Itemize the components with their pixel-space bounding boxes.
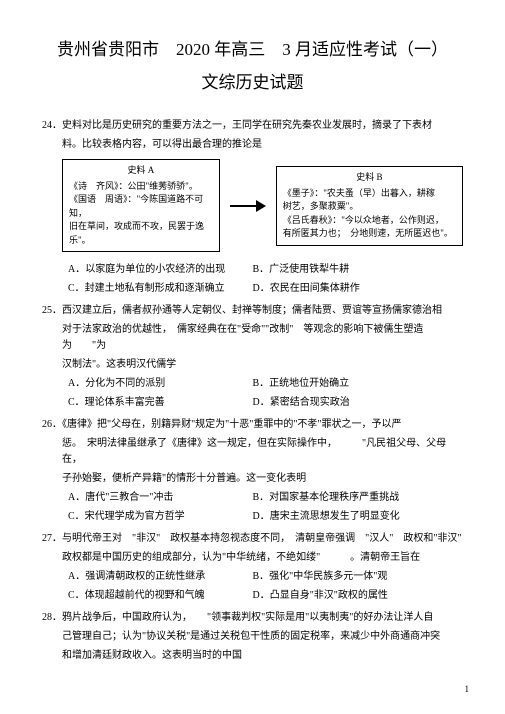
q27-num: 27． xyxy=(42,533,62,544)
title-line2: 文综历史试题 xyxy=(42,69,463,96)
q25-num: 25． xyxy=(42,305,62,316)
source-box-b: 史料 B 《墨子》："农夫蚤（早）出暮入，耕稼 树艺，多聚菽粟"。 《吕氏春秋》… xyxy=(276,166,463,246)
box-a-title: 史料 A xyxy=(69,164,213,178)
q25-opt-a: A．分化为不同的派别 xyxy=(42,376,253,392)
box-b-l4: 有所匿其力也； 分地则速，无所匿迟也"。 xyxy=(283,227,456,241)
q24-stem2: 料。比较表格内容，可以得出最合理的推论是 xyxy=(42,137,463,153)
q26-stem2: 惩。 宋明法律虽继承了《唐律》这一规定，但在实际操作中， "凡民祖父母、父母在， xyxy=(42,436,463,468)
box-b-l3: 《吕氏春秋》："今以众地者，公作则迟， xyxy=(283,214,456,228)
q26-opt-b: B．对国家基本伦理秩序严重挑战 xyxy=(253,490,464,506)
q24-opt-c: C．封建土地私有制形成和逐渐确立 xyxy=(42,281,253,297)
page-number: 1 xyxy=(465,682,470,696)
box-a-l3: 旧在草间，攻成而不攻，民罢于逸乐"。 xyxy=(69,220,213,247)
q26-opt-c: C．宋代理学成为官方哲学 xyxy=(42,509,253,525)
question-28: 28．鸦片战争后，中国政府认为， "领事裁判权"实际是用"以夷制夷"的好办法让洋… xyxy=(42,610,463,664)
question-26: 26．《唐律》把"父母在，别籍异财"规定为"十恶"重罪中的"不孝"罪状之一，予以… xyxy=(42,417,463,525)
box-b-title: 史料 B xyxy=(283,171,456,185)
source-box-a: 史料 A 《诗 齐风》：公田"维莠骄骄"。 《国语 周语》："今陈国道路不可知，… xyxy=(62,159,220,252)
box-b-l1: 《墨子》："农夫蚤（早）出暮入，耕稼 xyxy=(283,187,456,201)
q27-opt-d: D．凸显自身"非汉"政权的属性 xyxy=(253,588,464,604)
q24-opt-a: A．以家庭为单位的小农经济的出现 xyxy=(42,262,253,278)
q27-opt-b: B．强化"中华民族多元一体"观 xyxy=(253,569,464,585)
title-line1: 贵州省贵阳市 2020 年高三 3 月适应性考试（一） xyxy=(42,36,463,63)
q26-num: 26． xyxy=(42,419,62,430)
q24-stem1: 史料对比是历史研究的重要方法之一，王同学在研究先秦农业发展时，摘录了下表材 xyxy=(62,120,432,131)
box-b-l2: 树艺，多聚菽粟"。 xyxy=(283,200,456,214)
q27-stem2: 政权都是中国历史的组成部分，认为"中华统绪，不绝如缕" 。清朝帝王旨在 xyxy=(42,550,463,566)
q28-stem2: 己管理自己；认为"协议关税"是通过关税包干性质的固定税率，来减少中外商通商冲突 xyxy=(42,629,463,645)
q28-stem3: 和增加清廷财政收入。这表明当时的中国 xyxy=(42,648,463,664)
q26-opt-a: A．唐代"三教合一"冲击 xyxy=(42,490,253,506)
box-a-l2: 《国语 周语》："今陈国道路不可知， xyxy=(69,193,213,220)
question-24: 24．史料对比是历史研究的重要方法之一，王同学在研究先秦农业发展时，摘录了下表材… xyxy=(42,118,463,297)
q25-opt-d: D．紧密结合现实政治 xyxy=(253,395,464,411)
q25-opt-b: B．正统地位开始确立 xyxy=(253,376,464,392)
q24-num: 24． xyxy=(42,120,62,131)
box-a-l1: 《诗 齐风》：公田"维莠骄骄"。 xyxy=(69,180,213,194)
q25-stem2: 对于法家政治的优越性， 儒家经典在在"受命""改制" 等观念的影响下被儒生塑造为… xyxy=(42,322,463,354)
q24-opt-b: B．广泛使用铁犁牛耕 xyxy=(253,262,464,278)
question-27: 27．与明代帝王对 "非汉" 政权基本持忽视态度不同， 清朝皇帝强调 "汉人" … xyxy=(42,531,463,604)
q25-stem1: 西汉建立后，儒者叔孙通等人定朝仪、封禅等制度；儒者陆贾、贾谊等宣扬儒家德治相 xyxy=(62,305,442,316)
question-25: 25．西汉建立后，儒者叔孙通等人定朝仪、封禅等制度；儒者陆贾、贾谊等宣扬儒家德治… xyxy=(42,303,463,411)
q27-opt-c: C．体现超越前代的视野和气魄 xyxy=(42,588,253,604)
arrow-icon xyxy=(230,199,266,213)
q28-stem1: 鸦片战争后，中国政府认为， "领事裁判权"实际是用"以夷制夷"的好办法让洋人自 xyxy=(62,612,433,623)
q25-opt-c: C．理论体系丰富完善 xyxy=(42,395,253,411)
q26-opt-d: D．唐宋主流思想发生了明显变化 xyxy=(253,509,464,525)
source-boxes: 史料 A 《诗 齐风》：公田"维莠骄骄"。 《国语 周语》："今陈国道路不可知，… xyxy=(62,159,463,252)
q25-stem3: 汉制法"。这表明汉代儒学 xyxy=(42,357,463,373)
q28-num: 28． xyxy=(42,612,62,623)
q27-stem1: 与明代帝王对 "非汉" 政权基本持忽视态度不同， 清朝皇帝强调 "汉人" 政权和… xyxy=(62,533,462,544)
q26-stem1: 《唐律》把"父母在，别籍异财"规定为"十恶"重罪中的"不孝"罪状之一，予以严 xyxy=(62,419,402,430)
q24-opt-d: D．农民在田间集体耕作 xyxy=(253,281,464,297)
q26-stem3: 子孙始娶，便析产异籍"的情形十分普遍。这一变化表明 xyxy=(42,471,463,487)
q27-opt-a: A．强调清朝政权的正统性继承 xyxy=(42,569,253,585)
